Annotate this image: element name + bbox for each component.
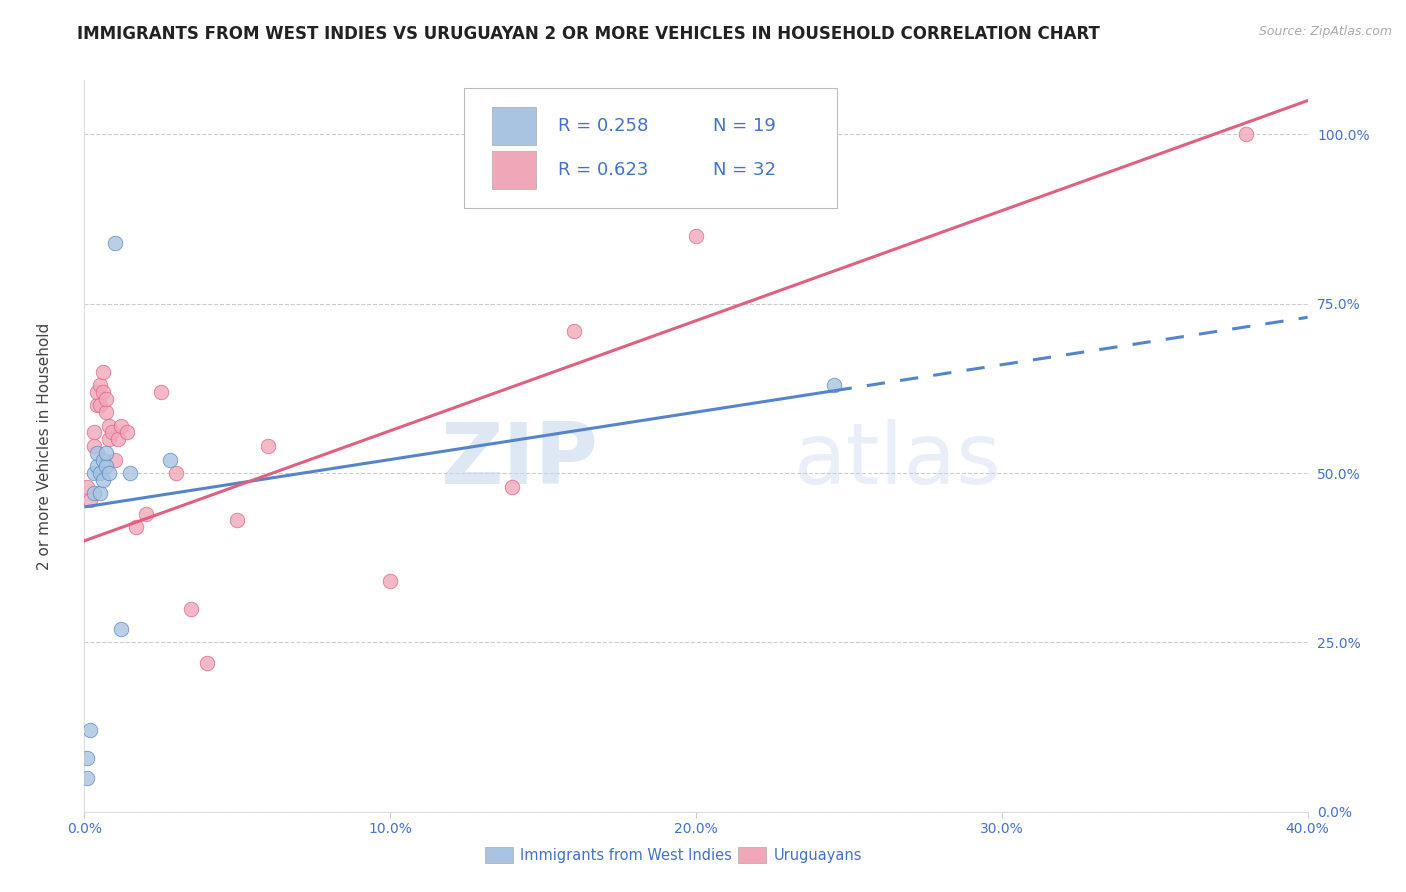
Point [502,480,524,494]
Point [165,466,187,480]
Point [149,384,172,399]
Point [104,235,127,250]
Point [685,229,707,244]
Point [94,459,117,474]
Text: Immigrants from West Indies: Immigrants from West Indies [520,848,733,863]
Point [91,452,114,467]
Point [380,574,402,589]
Point [89,486,111,500]
FancyBboxPatch shape [492,152,536,189]
Point [159,452,181,467]
Point [83,439,105,453]
FancyBboxPatch shape [492,107,536,145]
Text: ZIP: ZIP [440,419,598,502]
Point [79,723,101,738]
Point [86,398,108,412]
Point [79,493,101,508]
Point [125,520,148,534]
Point [83,486,105,500]
Text: Uruguayans: Uruguayans [773,848,862,863]
Point [257,439,280,453]
Point [97,418,120,433]
Point [110,622,132,636]
Point [562,324,585,338]
Point [89,466,111,480]
FancyBboxPatch shape [464,87,837,209]
Point [97,432,120,446]
Point [76,480,98,494]
Point [107,432,129,446]
Point [86,384,108,399]
Point [91,473,114,487]
Point [89,378,111,392]
Point [94,446,117,460]
Point [83,425,105,440]
Point [76,750,98,764]
Text: N = 32: N = 32 [713,161,776,179]
Point [195,656,218,670]
Text: atlas: atlas [794,419,1002,502]
Text: IMMIGRANTS FROM WEST INDIES VS URUGUAYAN 2 OR MORE VEHICLES IN HOUSEHOLD CORRELA: IMMIGRANTS FROM WEST INDIES VS URUGUAYAN… [77,25,1101,43]
Point [101,425,124,440]
Point [1236,128,1258,142]
Point [94,392,117,406]
Text: 2 or more Vehicles in Household: 2 or more Vehicles in Household [38,322,52,570]
Point [104,452,127,467]
Point [89,398,111,412]
Text: Source: ZipAtlas.com: Source: ZipAtlas.com [1258,25,1392,38]
Point [86,459,108,474]
Point [76,771,98,785]
Point [135,507,157,521]
Point [97,466,120,480]
Point [83,466,105,480]
Point [120,466,142,480]
Text: R = 0.258: R = 0.258 [558,118,648,136]
Point [226,514,249,528]
Point [823,378,845,392]
Point [110,418,132,433]
Point [91,384,114,399]
Text: N = 19: N = 19 [713,118,776,136]
Point [180,601,202,615]
Point [94,405,117,419]
Text: R = 0.623: R = 0.623 [558,161,648,179]
Point [91,364,114,378]
Point [86,446,108,460]
Point [115,425,138,440]
